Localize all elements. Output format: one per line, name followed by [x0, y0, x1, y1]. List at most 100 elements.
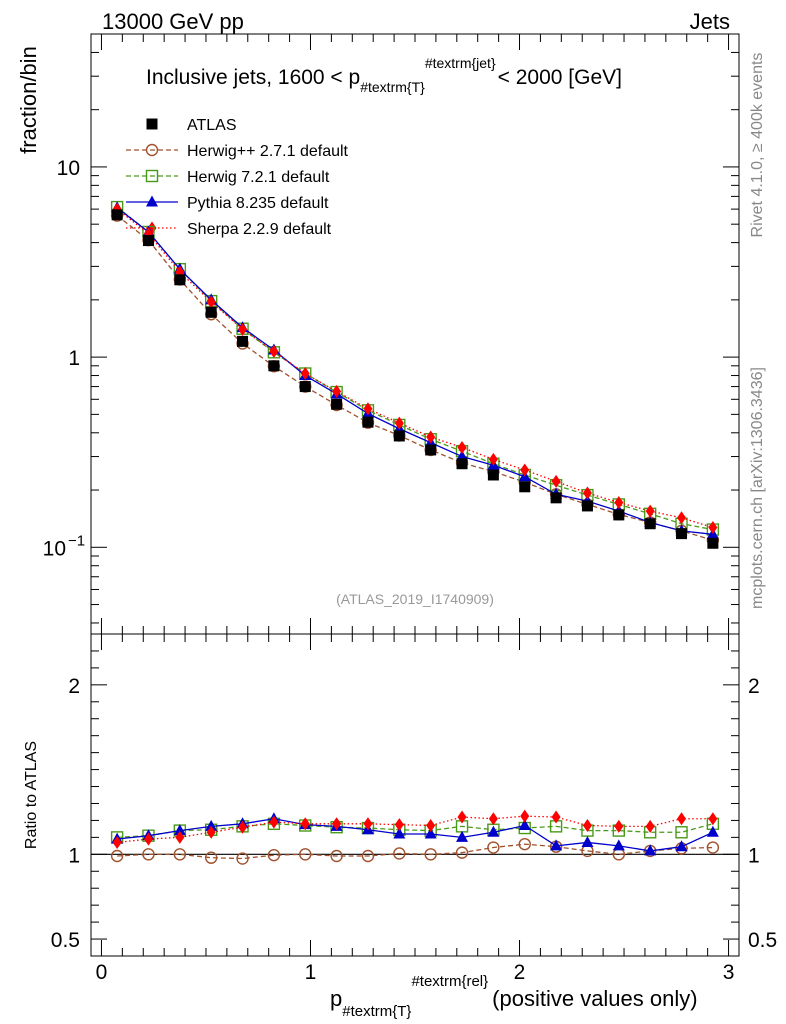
main-series-herwig-7-2-1-default: [110, 200, 720, 536]
x-axis-label-suffix: (positive values only): [492, 986, 697, 1011]
legend-entry-atlas: ATLAS: [146, 117, 237, 134]
main-point-atlas: [111, 209, 123, 221]
ratio-point-sherpa-2-2-9-default: [175, 830, 185, 844]
ratio-ticks: [91, 633, 739, 957]
main-point-atlas: [456, 458, 468, 470]
mcplots-label: mcplots.cern.ch [arXiv:1306.3436]: [749, 367, 766, 609]
ratio-point-herwig-2-7-1-default: [424, 848, 437, 861]
ratio-point-sherpa-2-2-9-default: [551, 810, 561, 824]
main-point-atlas: [425, 444, 437, 456]
main-point-sherpa-2-2-9-default: [238, 322, 248, 336]
plot-title: Inclusive jets, 1600 < p#textrm{T}#textr…: [146, 55, 622, 95]
ratio-point-herwig-2-7-1-default: [110, 849, 124, 863]
y-tick-exponent: −1: [68, 532, 85, 549]
main-line-sherpa-2-2-9-default: [116, 208, 714, 529]
ratio-point-sherpa-2-2-9-default: [488, 812, 498, 826]
ratio-point-sherpa-2-2-9-default: [300, 817, 310, 831]
ratio-series: [110, 809, 720, 865]
legend: ATLAS Herwig++ 2.7.1 default Herwig 7.2.1 …: [126, 117, 349, 238]
ratio-point-sherpa-2-2-9-default: [457, 810, 467, 824]
main-line-herwig-2-7-1-default: [116, 215, 714, 541]
main-point-sherpa-2-2-9-default: [520, 463, 530, 477]
x-tick-label: 2: [514, 961, 526, 984]
legend-label-atlas: ATLAS: [187, 117, 237, 134]
main-series: [110, 200, 720, 549]
legend-label-pythia-8-235-default: Pythia 8.235 default: [187, 195, 329, 212]
legend-label-herwig-2-7-1-default: Herwig++ 2.7.1 default: [187, 143, 349, 160]
ratio-y-tick-label: 2: [68, 675, 80, 698]
ratio-point-pythia-8-235-default: [173, 824, 186, 836]
ratio-point-sherpa-2-2-9-default: [112, 835, 122, 849]
main-point-atlas: [676, 528, 688, 540]
ratio-point-herwig-2-7-1-default: [487, 841, 500, 854]
ratio-y-tick-label-right: 2: [748, 675, 760, 698]
main-line-pythia-8-235-default: [116, 207, 713, 535]
ratio-y-tick-label: 1: [68, 844, 80, 867]
ratio-point-sherpa-2-2-9-default: [677, 812, 687, 826]
main-point-atlas: [174, 274, 186, 286]
ratio-point-sherpa-2-2-9-default: [520, 809, 530, 823]
ratio-point-herwig-2-7-1-default: [267, 848, 281, 862]
legend-entry-herwig-7-2-1-default: Herwig 7.2.1 default: [126, 169, 330, 186]
ratio-point-sherpa-2-2-9-default: [238, 820, 248, 834]
main-point-sherpa-2-2-9-default: [363, 402, 373, 416]
ratio-point-herwig-2-7-1-default: [142, 848, 155, 861]
ratio-point-pythia-8-235-default: [518, 819, 531, 831]
main-point-sherpa-2-2-9-default: [551, 474, 561, 488]
main-point-atlas: [613, 509, 625, 521]
ratio-point-pythia-8-235-default: [205, 819, 218, 831]
main-point-atlas: [299, 381, 311, 393]
x-axis-label: p#textrm{T}#textrm{rel}(positive values …: [330, 973, 698, 1020]
y-tick-label: 10: [57, 157, 80, 180]
main-point-atlas: [393, 430, 405, 442]
main-point-atlas: [644, 518, 656, 530]
ratio-series-sherpa-2-2-9-default: [112, 809, 718, 849]
ratio-point-herwig-2-7-1-default: [706, 841, 720, 854]
ratio-panel-frame: [90, 633, 740, 957]
ratio-point-sherpa-2-2-9-default: [206, 825, 216, 839]
analysis-watermark: (ATLAS_2019_I1740909): [336, 591, 494, 607]
main-point-atlas: [268, 360, 280, 372]
ratio-point-pythia-8-235-default: [550, 839, 563, 851]
legend-entry-sherpa-2-2-9-default: Sherpa 2.2.9 default: [126, 221, 332, 238]
ratio-point-pythia-8-235-default: [644, 844, 657, 856]
main-series-pythia-8-235-default: [111, 201, 719, 539]
main-ticks: [91, 33, 739, 634]
ratio-point-herwig-2-7-1-default: [173, 848, 187, 861]
ratio-point-pythia-8-235-default: [456, 830, 469, 842]
main-point-atlas: [519, 481, 531, 493]
legend-marker-herwig-7-2-1-default: [145, 169, 159, 183]
main-point-sherpa-2-2-9-default: [488, 452, 498, 466]
ratio-point-sherpa-2-2-9-default: [614, 819, 624, 833]
x-tick-label: 3: [723, 961, 735, 984]
main-series-atlas: [111, 209, 719, 549]
ratio-point-sherpa-2-2-9-default: [394, 818, 404, 832]
ratio-point-pythia-8-235-default: [612, 839, 625, 851]
main-series-herwig-2-7-1-default: [110, 209, 720, 547]
main-point-sherpa-2-2-9-default: [677, 511, 687, 525]
ratio-point-herwig-2-7-1-default: [204, 851, 218, 864]
plot-title-prefix: Inclusive jets, 1600 < p: [146, 66, 360, 89]
ratio-point-pythia-8-235-default: [393, 827, 406, 839]
ratio-point-pythia-8-235-default: [675, 840, 688, 852]
ratio-series-pythia-8-235-default: [111, 812, 719, 856]
main-point-sherpa-2-2-9-default: [582, 486, 592, 500]
main-point-sherpa-2-2-9-default: [394, 416, 404, 430]
ratio-point-herwig-7-2-1-default: [675, 826, 688, 839]
main-point-atlas: [142, 235, 154, 247]
main-point-atlas: [581, 500, 593, 512]
main-point-atlas: [331, 398, 343, 410]
y-tick-label: 1: [68, 347, 80, 370]
ratio-line-sherpa-2-2-9-default: [117, 815, 713, 844]
main-point-sherpa-2-2-9-default: [426, 430, 436, 444]
legend-entry-pythia-8-235-default: Pythia 8.235 default: [126, 195, 329, 212]
ratio-point-herwig-2-7-1-default: [455, 846, 469, 859]
main-point-atlas: [550, 492, 562, 504]
x-tick-label: 0: [96, 961, 108, 984]
ratio-y-tick-label-right: 0.5: [748, 929, 777, 952]
ratio-series-herwig-2-7-1-default: [110, 837, 720, 865]
plot-title-sup: #textrm{jet}: [425, 55, 496, 71]
